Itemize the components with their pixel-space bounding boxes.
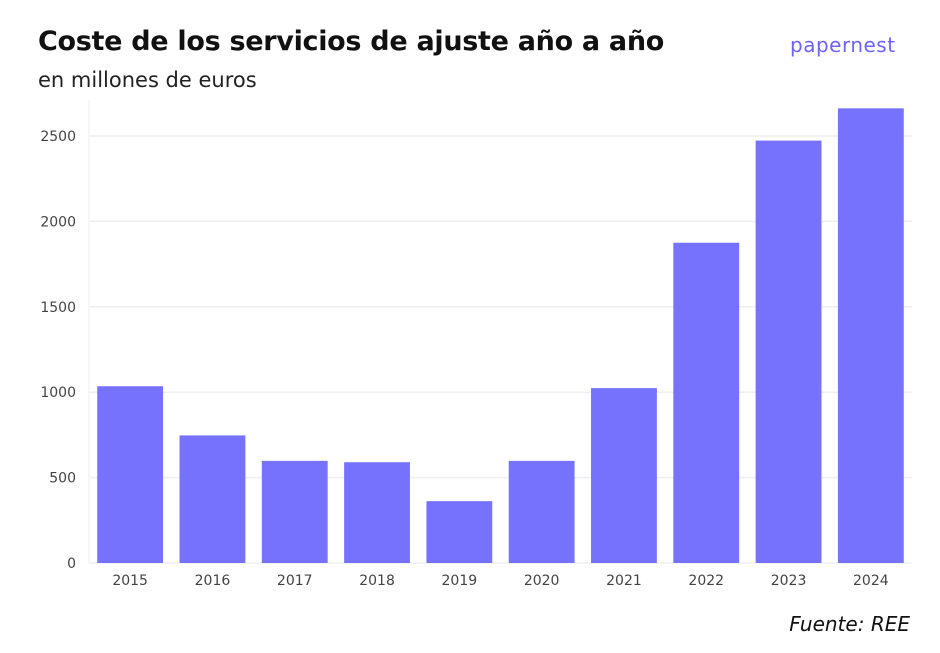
x-tick-label: 2022 (688, 573, 724, 589)
chart-title: Coste de los servicios de ajuste año a a… (38, 26, 665, 57)
papernest-logo: papernest (790, 33, 896, 57)
x-tick-label: 2021 (606, 573, 642, 589)
source-note: Fuente: REE (789, 612, 910, 636)
x-tick-label: 2016 (195, 573, 231, 589)
bar-2024 (837, 108, 904, 564)
y-tick-label: 1500 (40, 300, 76, 316)
y-tick-label: 0 (67, 556, 76, 572)
bar-2016 (179, 435, 246, 563)
x-tick-label: 2018 (359, 573, 395, 589)
y-tick-label: 500 (49, 471, 76, 487)
x-tick-label: 2017 (277, 573, 313, 589)
x-tick-label: 2019 (442, 573, 478, 589)
y-tick-label: 2000 (40, 214, 76, 230)
bar-2019 (426, 501, 493, 563)
bar-2018 (344, 462, 410, 563)
y-tick-label: 2500 (40, 129, 76, 145)
x-tick-label: 2023 (771, 573, 807, 589)
chart-subtitle: en millones de euros (38, 68, 257, 92)
bar-2015 (97, 386, 164, 563)
bar-2022 (673, 242, 740, 563)
x-tick-label: 2024 (853, 573, 889, 589)
bar-2023 (755, 140, 822, 563)
bar-2020 (508, 460, 575, 563)
y-tick-label: 1000 (40, 385, 76, 401)
x-tick-label: 2020 (524, 573, 560, 589)
bar-2017 (261, 460, 328, 563)
bar-2021 (591, 388, 657, 563)
x-tick-label: 2015 (112, 573, 148, 589)
